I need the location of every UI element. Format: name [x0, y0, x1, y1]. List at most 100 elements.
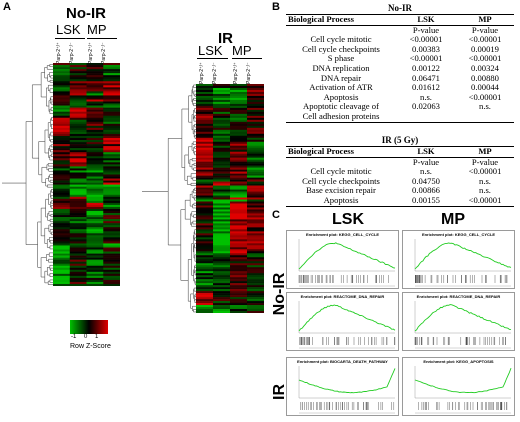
heatmap-cell [213, 177, 231, 180]
table-cell: S phase [327, 53, 355, 64]
table-cell: Cell cycle mitotic [310, 166, 372, 177]
heatmap-cell [230, 291, 248, 294]
heatmap-cell [86, 223, 104, 226]
heatmap-cell [86, 87, 104, 90]
heatmap-cell [103, 245, 120, 248]
heatmap-cell [86, 271, 104, 275]
heatmap-cell [86, 121, 104, 125]
heatmap-cell [53, 237, 71, 240]
heatmap-cell [69, 261, 87, 264]
heatmap-cell [86, 111, 104, 114]
heatmap-noir-mp-bracket [87, 38, 117, 39]
heatmap-cell [247, 261, 264, 264]
heatmap-cell [213, 207, 231, 210]
heatmap-cell [103, 279, 120, 283]
heatmap-cell [53, 210, 71, 214]
heatmap-cell [103, 115, 120, 119]
heatmap-cell [53, 93, 71, 96]
heatmap-cell [103, 69, 120, 72]
heatmap-cell [86, 257, 104, 260]
heatmap-cell [86, 144, 104, 147]
heatmap-cell [53, 239, 71, 242]
heatmap-cell [69, 184, 87, 187]
heatmap-cell [86, 131, 104, 135]
heatmap-cell [213, 115, 231, 119]
heatmap-cell [196, 217, 214, 220]
heatmap-cell [247, 309, 264, 312]
table-cell: n.s. [420, 166, 432, 177]
heatmap-cell [196, 179, 214, 182]
heatmap-cell [213, 211, 231, 214]
heatmap-cell [196, 211, 214, 214]
table-cell: n.s. [479, 185, 491, 196]
heatmap-cell [196, 95, 214, 99]
heatmap-cell [196, 193, 214, 196]
heatmap-cell [69, 69, 87, 72]
heatmap-cell [103, 261, 120, 264]
heatmap-cell [69, 89, 87, 92]
heatmap-cell [247, 123, 264, 127]
heatmap-cell [53, 121, 71, 125]
heatmap-cell [196, 84, 214, 87]
heatmap-cell [213, 209, 231, 212]
heatmap-cell [69, 271, 87, 275]
heatmap-cell [196, 299, 214, 302]
heatmap-cell [247, 197, 264, 200]
heatmap-cell [53, 133, 71, 137]
heatmap-cell [230, 239, 248, 242]
heatmap-cell [247, 129, 264, 133]
table-noir-title: No-IR [388, 3, 412, 13]
heatmap-cell [86, 127, 104, 131]
heatmap-cell [247, 203, 264, 206]
heatmap-cell [196, 207, 214, 210]
heatmap-cell [247, 215, 264, 218]
heatmap-cell [247, 253, 264, 256]
heatmap-cell [69, 115, 87, 119]
heatmap-cell [103, 184, 120, 187]
heatmap-cell [247, 103, 264, 107]
heatmap-cell [103, 125, 120, 129]
heatmap-cell [69, 129, 87, 133]
heatmap-cell [196, 123, 214, 127]
heatmap-cell [196, 175, 214, 178]
heatmap-cell [69, 81, 87, 84]
heatmap-cell [103, 265, 120, 269]
heatmap-cell [103, 162, 120, 165]
heatmap-cell [69, 180, 87, 183]
heatmap-cell [86, 206, 104, 210]
heatmap-cell [53, 75, 71, 78]
heatmap-cell [86, 95, 104, 98]
heatmap-cell [230, 305, 248, 308]
heatmap-cell [247, 105, 264, 109]
heatmap-cell [196, 143, 214, 147]
heatmap-cell [230, 253, 248, 256]
table-row: Cell cycle checkpoints 0.00383 0.00019 [286, 44, 514, 55]
heatmap-cell [230, 259, 248, 262]
heatmap-cell [69, 259, 87, 262]
heatmap-cell [213, 155, 231, 158]
heatmap-cell [230, 143, 248, 147]
heatmap-cell [86, 281, 104, 285]
heatmap-cell [86, 91, 104, 94]
enrichment-curve [298, 304, 396, 332]
heatmap-cell [103, 200, 120, 204]
table-row: Cell adhesion proteins [286, 111, 514, 123]
heatmap-cell [230, 271, 248, 274]
heatmap-cell [103, 79, 120, 82]
heatmap-cell [247, 187, 264, 190]
heatmap-cell [230, 261, 248, 264]
heatmap-cell [103, 148, 120, 151]
heatmap-ir-title: IR [218, 30, 233, 47]
table-cell: <0.00001 [468, 53, 502, 64]
heatmap-cell [86, 265, 104, 269]
heatmap-cell [69, 109, 87, 112]
heatmap-cell [53, 219, 71, 222]
heatmap-cell [53, 229, 71, 232]
heatmap-cell [86, 164, 104, 167]
table-cell: Apoptotic cleavage of [303, 101, 379, 112]
heatmap-cell [247, 243, 264, 246]
heatmap-cell [103, 229, 120, 232]
heatmap-cell [213, 269, 231, 272]
heatmap-cell [196, 243, 214, 246]
heatmap-cell [53, 160, 71, 163]
